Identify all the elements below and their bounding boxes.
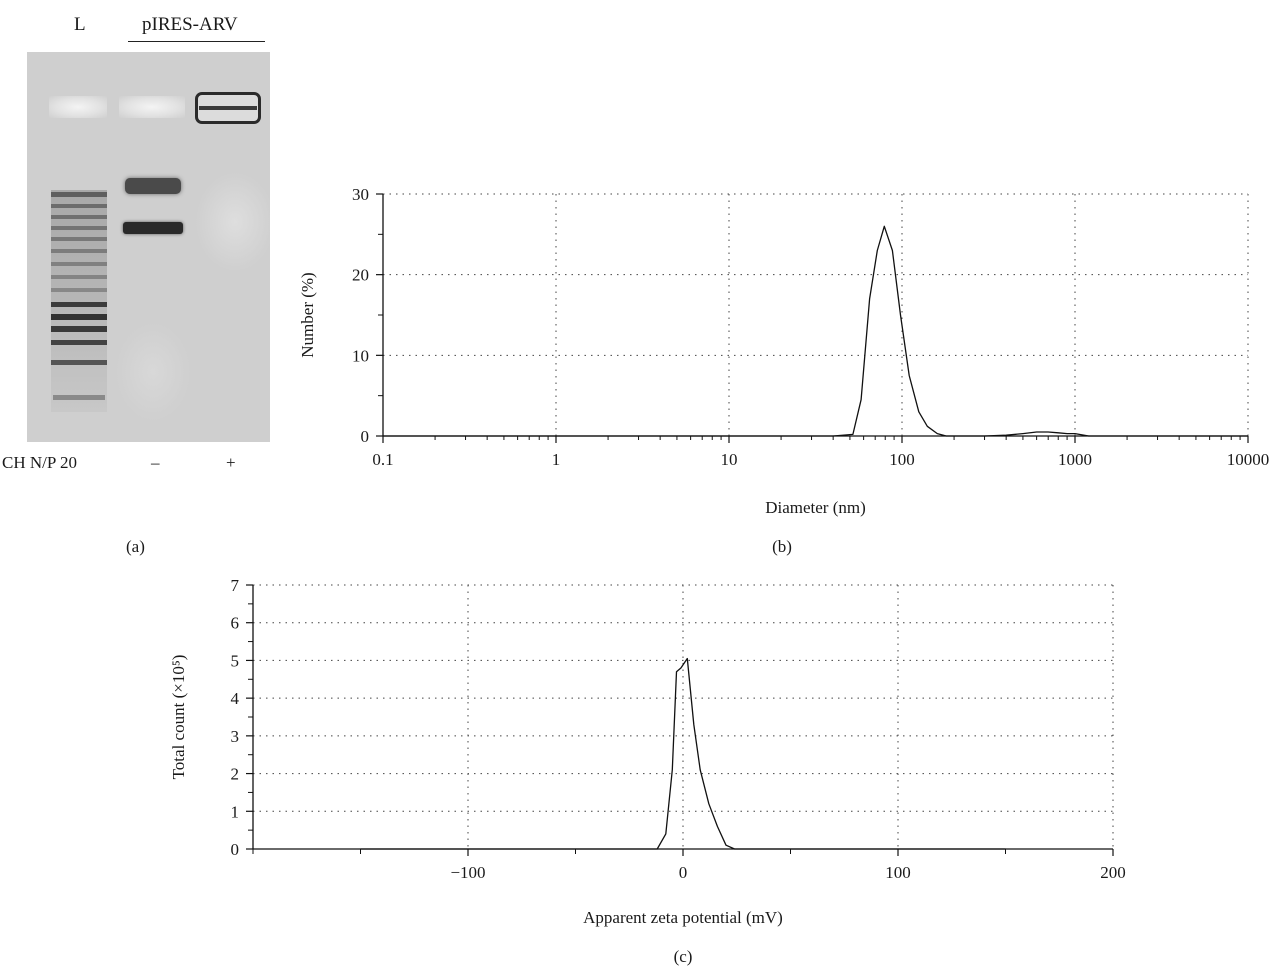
ladder-band — [51, 275, 107, 279]
ladder-band — [51, 204, 107, 208]
y-axis-label: Number (%) — [298, 272, 317, 357]
ladder-band — [51, 237, 107, 241]
lane-2-smear-lower — [115, 322, 191, 422]
ladder-band — [51, 288, 107, 292]
plasmid-band-upper — [125, 178, 181, 194]
ladder-band — [51, 360, 107, 365]
well-lane-1 — [49, 96, 107, 118]
ladder-band — [51, 262, 107, 266]
x-tick-label: 1000 — [1058, 450, 1092, 469]
x-tick-label: 10 — [721, 450, 738, 469]
y-tick-label: 10 — [352, 346, 369, 365]
ladder-band — [51, 226, 107, 230]
ladder-band — [51, 192, 107, 197]
ladder-band — [51, 302, 107, 307]
y-tick-label: 0 — [361, 427, 370, 446]
ladder-band — [53, 395, 105, 400]
plasmid-label-underline — [128, 41, 265, 42]
y-tick-label: 1 — [231, 802, 240, 821]
x-axis-label: Diameter (nm) — [765, 498, 866, 517]
gel-image — [27, 52, 270, 442]
y-tick-label: 0 — [231, 840, 240, 859]
plasmid-label: pIRES-ARV — [142, 14, 238, 35]
panel-caption: (b) — [772, 537, 792, 556]
x-tick-label: 200 — [1100, 863, 1126, 882]
y-axis-label: Total count (×10⁵) — [169, 655, 188, 780]
x-tick-label: 0.1 — [372, 450, 393, 469]
ladder-band — [51, 249, 107, 253]
y-tick-label: 20 — [352, 266, 369, 285]
y-tick-label: 6 — [231, 614, 240, 633]
x-axis-label: Apparent zeta potential (mV) — [583, 908, 783, 927]
well-lane-3-inner-band — [199, 106, 257, 110]
ladder-band — [51, 215, 107, 219]
x-tick-label: 100 — [885, 863, 911, 882]
panel-caption: (c) — [674, 947, 693, 966]
lane-3-smear — [195, 172, 270, 272]
ladder-band — [51, 326, 107, 332]
well-lane-2 — [119, 96, 185, 118]
chitosan-np-label: CH N/P 20 — [2, 453, 77, 472]
y-tick-label: 7 — [231, 576, 240, 595]
y-tick-label: 2 — [231, 765, 240, 784]
ladder-lane-label: L — [74, 14, 86, 35]
y-tick-label: 30 — [352, 185, 369, 204]
x-tick-label: −100 — [450, 863, 485, 882]
y-tick-label: 4 — [231, 689, 240, 708]
lane-plus-label: + — [226, 453, 236, 472]
gel-panel: L pIRES-ARV CH N/P 20 – + (a) — [0, 0, 280, 556]
x-tick-label: 0 — [679, 863, 688, 882]
plasmid-band-lower — [123, 222, 183, 234]
ladder-smear — [51, 190, 107, 412]
series-line — [383, 225, 1248, 437]
ladder-band — [51, 314, 107, 320]
series-line — [360, 657, 1006, 850]
panel-a-caption: (a) — [126, 537, 145, 556]
x-tick-label: 10000 — [1227, 450, 1270, 469]
lane-minus-label: – — [151, 453, 160, 472]
y-tick-label: 5 — [231, 651, 240, 670]
x-tick-label: 100 — [889, 450, 915, 469]
y-tick-label: 3 — [231, 727, 240, 746]
x-tick-label: 1 — [552, 450, 561, 469]
ladder-band — [51, 340, 107, 345]
